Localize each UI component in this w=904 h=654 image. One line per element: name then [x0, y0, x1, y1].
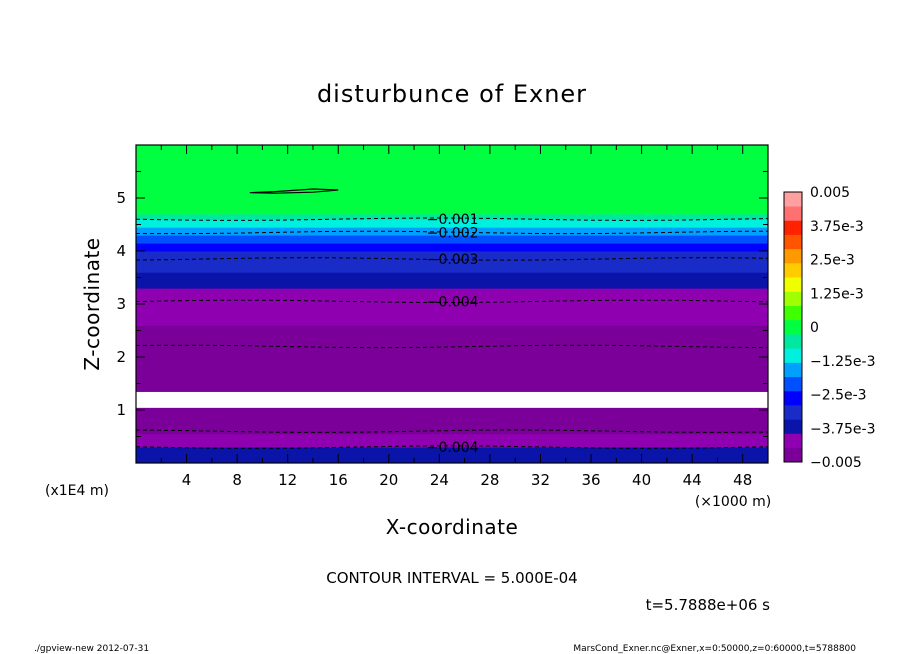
- closed-contour: [249, 188, 339, 194]
- colorbar-swatch: [784, 433, 802, 449]
- colorbar-label: 0: [810, 320, 819, 336]
- contour-label: −0.004: [427, 440, 479, 456]
- y-tick-label: 5: [116, 189, 126, 207]
- footer-left: ./gpview-new 2012-07-31: [34, 644, 149, 654]
- colorbar-label: −0.005: [810, 455, 862, 471]
- x-tick-label: 28: [480, 471, 499, 489]
- field-band: [136, 398, 768, 408]
- contour-line: [136, 299, 768, 303]
- contour-interval: CONTOUR INTERVAL = 5.000E-04: [326, 569, 577, 587]
- field-band: [136, 407, 768, 411]
- contour-line: [136, 344, 768, 349]
- x-unit-label: (×1000 m): [695, 494, 771, 510]
- colorbar-swatch: [784, 405, 802, 420]
- colorbar-swatch: [784, 305, 802, 321]
- colorbar-swatch: [784, 319, 802, 335]
- x-tick-label: 16: [329, 471, 348, 489]
- field-band: [136, 304, 768, 326]
- field-band: [136, 378, 768, 392]
- x-tick-label: 48: [733, 471, 752, 489]
- colorbar-label: 1.25e-3: [810, 286, 864, 302]
- colorbar-swatch: [784, 220, 802, 235]
- plot-field: [136, 145, 768, 463]
- colorbar-labels: 0.005 3.75e-3 2.5e-3 1.25e-3 0 −1.25e-3 −2.5e-…: [810, 185, 875, 471]
- y-tick-label: 2: [116, 348, 126, 366]
- contour-label: −0.004: [427, 294, 479, 310]
- field-band: [136, 235, 768, 244]
- contour-line: [136, 445, 768, 449]
- colorbar-swatch: [784, 234, 802, 250]
- x-tick-label: 44: [683, 471, 702, 489]
- field-band: [136, 227, 768, 236]
- field-band: [136, 362, 768, 379]
- field-band: [136, 420, 768, 435]
- contour-label: −0.003: [427, 252, 479, 268]
- footer-right: MarsCond_Exner.nc@Exner,x=0:50000,z=0:60…: [573, 644, 856, 654]
- y-tick-label: 1: [116, 401, 126, 419]
- colorbar-swatch: [784, 447, 802, 463]
- colorbar-swatch: [784, 419, 802, 434]
- contour-label: −0.002: [427, 225, 479, 241]
- colorbar-swatch: [784, 362, 802, 378]
- x-tick-label: 36: [581, 471, 600, 489]
- colorbar-label: −1.25e-3: [810, 354, 875, 370]
- chart-title: disturbunce of Exner: [317, 80, 587, 108]
- field-band: [136, 145, 768, 199]
- contour-lines: [136, 188, 768, 449]
- colorbar-label: 3.75e-3: [810, 219, 864, 235]
- x-axis: 4 8 12 16 20 24 28 32 36 40 44 48: [160, 145, 769, 489]
- colorbar-swatch: [784, 348, 802, 363]
- colorbar-label: 0.005: [810, 185, 850, 201]
- contour-line: [136, 230, 768, 235]
- y-axis-title: Z-coordinate: [80, 237, 104, 370]
- field-band: [136, 198, 768, 215]
- colorbar-swatch: [784, 334, 802, 349]
- contour-line: [136, 217, 768, 221]
- field-band: [136, 288, 768, 305]
- field-band: [136, 433, 768, 448]
- colorbar-swatch: [784, 390, 802, 406]
- y-tick-label: 4: [116, 242, 126, 260]
- field-band: [136, 410, 768, 422]
- field-band: [136, 243, 768, 252]
- field-band: [136, 325, 768, 347]
- colorbar-swatch: [784, 206, 802, 221]
- contour-labels: −0.001−0.002 −0.003 −0.004 −0.004: [427, 212, 479, 456]
- colorbar-swatch: [784, 192, 802, 207]
- colorbar-frame: [783, 191, 803, 463]
- field-band: [136, 258, 768, 273]
- colorbar-swatch: [784, 263, 802, 278]
- colorbar-swatch: [784, 277, 802, 292]
- x-tick-label: 40: [632, 471, 651, 489]
- field-band: [136, 251, 768, 260]
- colorbar-label: 2.5e-3: [810, 253, 855, 269]
- y-tick-label: 3: [116, 295, 126, 313]
- x-axis-title: X-coordinate: [386, 515, 519, 539]
- field-band: [136, 272, 768, 289]
- colorbar-swatch: [784, 376, 802, 392]
- x-tick-label: 8: [232, 471, 242, 489]
- x-tick-label: 12: [278, 471, 297, 489]
- x-tick-label: 32: [531, 471, 550, 489]
- colorbar-label: −3.75e-3: [810, 421, 875, 437]
- time-label: t=5.7888e+06 s: [646, 596, 771, 614]
- x-tick-label: 4: [182, 471, 192, 489]
- field-band: [136, 346, 768, 363]
- x-tick-label: 24: [430, 471, 449, 489]
- field-band: [136, 447, 768, 463]
- contour-label: −0.001: [427, 212, 479, 228]
- x-tick-label: 20: [379, 471, 398, 489]
- y-unit-label: (x1E4 m): [45, 483, 109, 499]
- contour-line: [136, 429, 768, 433]
- y-axis: 1 2 3 4 5: [116, 171, 768, 437]
- colorbar-label: −2.5e-3: [810, 388, 867, 404]
- colorbar-swatch: [784, 291, 802, 306]
- field-band: [136, 213, 768, 220]
- field-band: [136, 391, 768, 399]
- field-band: [136, 219, 768, 228]
- colorbar: [783, 191, 803, 463]
- contour-line: [136, 257, 768, 261]
- colorbar-swatch: [784, 248, 802, 264]
